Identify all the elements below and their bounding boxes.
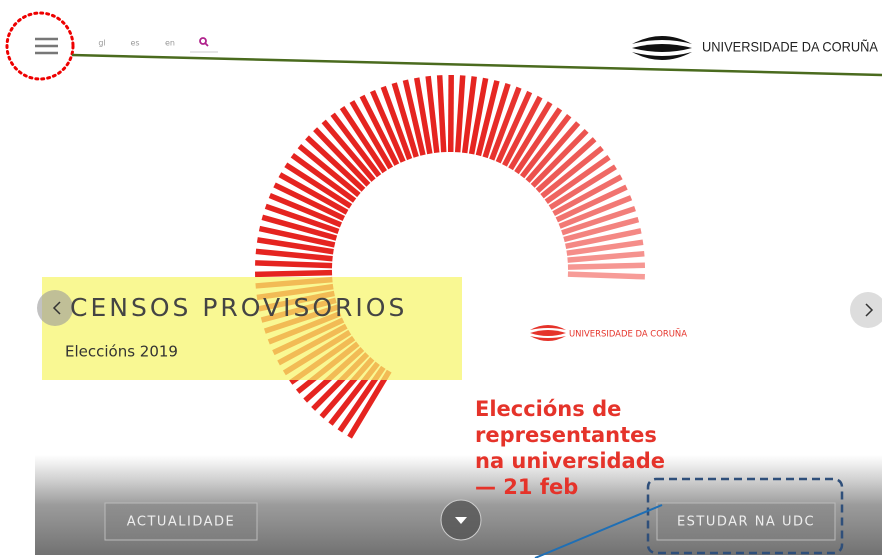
page: gl es en UNIVERSIDADE DA CORUÑA CENSOS P…: [0, 0, 882, 558]
poster-ray: [255, 263, 332, 266]
poster-ray: [458, 75, 463, 152]
poster-ray: [255, 273, 332, 275]
screen: gl es en UNIVERSIDADE DA CORUÑA CENSOS P…: [0, 0, 882, 558]
menu-icon[interactable]: [35, 39, 58, 53]
poster-line: — 21 feb: [475, 475, 578, 499]
study-button-label[interactable]: ESTUDAR NA UDC: [677, 515, 815, 530]
lang-en[interactable]: en: [165, 39, 175, 48]
poster-ray: [568, 254, 645, 260]
poster-arc: [255, 75, 645, 437]
poster-line: Eleccións de: [475, 397, 621, 421]
poster-logo-mark: [530, 325, 566, 341]
annotation-line: [72, 55, 882, 75]
poster-line: na universidade: [475, 449, 665, 473]
udc-logo-mark: [632, 36, 692, 60]
slide-title[interactable]: CENSOS PROVISORIOS: [70, 293, 407, 322]
lang-gl[interactable]: gl: [98, 39, 105, 48]
slide-subtitle: Eleccións 2019: [65, 343, 178, 361]
poster-logo-text: UNIVERSIDADE DA CORUÑA: [569, 329, 687, 340]
lang-es[interactable]: es: [130, 39, 139, 48]
poster-ray: [568, 265, 645, 267]
next-button[interactable]: [850, 292, 882, 328]
udc-logo-text[interactable]: UNIVERSIDADE DA CORUÑA: [702, 39, 879, 55]
poster-ray: [568, 274, 645, 277]
news-button-label[interactable]: ACTUALIDADE: [127, 515, 236, 530]
search-icon[interactable]: [200, 38, 208, 46]
poster-ray: [440, 75, 444, 152]
poster-line: representantes: [475, 423, 657, 447]
